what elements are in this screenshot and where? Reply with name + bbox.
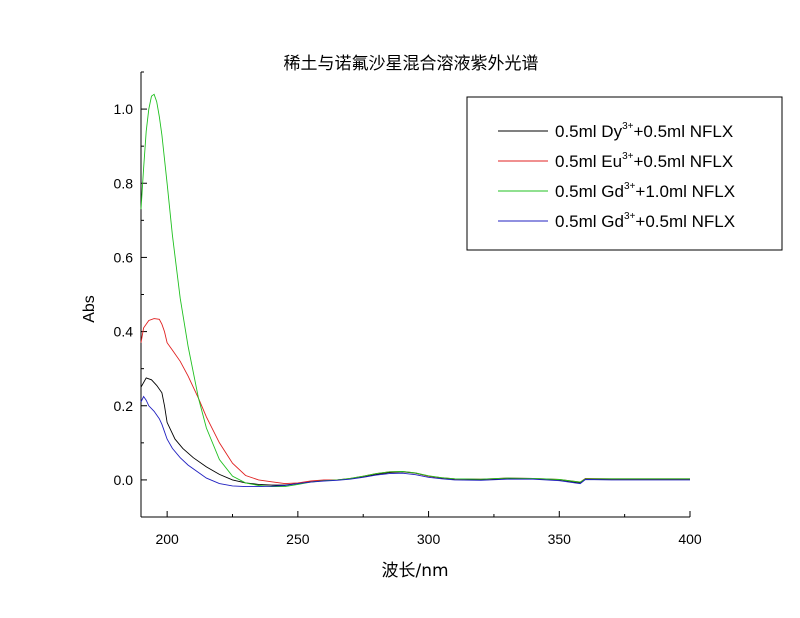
legend-label-rest: +1.0ml NFLX (635, 182, 735, 201)
y-tick-label: 0.8 (114, 175, 134, 191)
x-tick-label: 200 (155, 531, 179, 547)
series-line-3 (140, 395, 690, 488)
legend-label-sup: 3+ (622, 151, 634, 162)
chart-title: 稀土与诺氟沙星混合溶液紫外光谱 (284, 54, 539, 74)
series-lines (140, 93, 690, 488)
x-ticks: 200 250 300 350 400 (155, 511, 702, 547)
y-tick-label: 0.0 (114, 472, 134, 488)
legend-label-3: 0.5ml Gd3++0.5ml NFLX (555, 211, 735, 231)
legend-label-sup: 3+ (624, 211, 636, 222)
legend-label-main: 0.5ml Gd (555, 212, 624, 231)
plot-area: 200 250 300 350 400 0.0 0.2 0.4 0.6 0.8 1.0 (114, 71, 702, 547)
series-line-1 (140, 318, 690, 485)
legend-label-rest: +0.5ml NFLX (635, 212, 735, 231)
x-tick-label: 300 (417, 531, 441, 547)
x-tick-label: 250 (286, 531, 310, 547)
legend-label-rest: +0.5ml NFLX (633, 122, 733, 141)
y-axis-title: Abs (81, 295, 98, 323)
legend-label-sup: 3+ (624, 181, 636, 192)
legend-label-2: 0.5ml Gd3++1.0ml NFLX (555, 181, 735, 201)
y-tick-label: 0.6 (114, 249, 134, 265)
x-axis-title: 波长/nm (381, 561, 448, 581)
y-ticks: 0.0 0.2 0.4 0.6 0.8 1.0 (114, 71, 147, 518)
y-tick-label: 1.0 (114, 101, 134, 117)
legend-label-main: 0.5ml Dy (555, 122, 623, 141)
series-line-0 (140, 377, 690, 486)
y-tick-label: 0.4 (114, 324, 134, 340)
legend-label-0: 0.5ml Dy3++0.5ml NFLX (555, 121, 733, 141)
legend-label-1: 0.5ml Eu3++0.5ml NFLX (555, 151, 733, 171)
legend-box (466, 96, 783, 251)
y-tick-label: 0.2 (114, 398, 134, 414)
legend-label-main: 0.5ml Eu (555, 152, 622, 171)
x-tick-label: 350 (548, 531, 572, 547)
legend-label-rest: +0.5ml NFLX (634, 152, 734, 171)
legend-label-main: 0.5ml Gd (555, 182, 624, 201)
legend-label-sup: 3+ (622, 121, 634, 132)
x-tick-label: 400 (678, 531, 702, 547)
